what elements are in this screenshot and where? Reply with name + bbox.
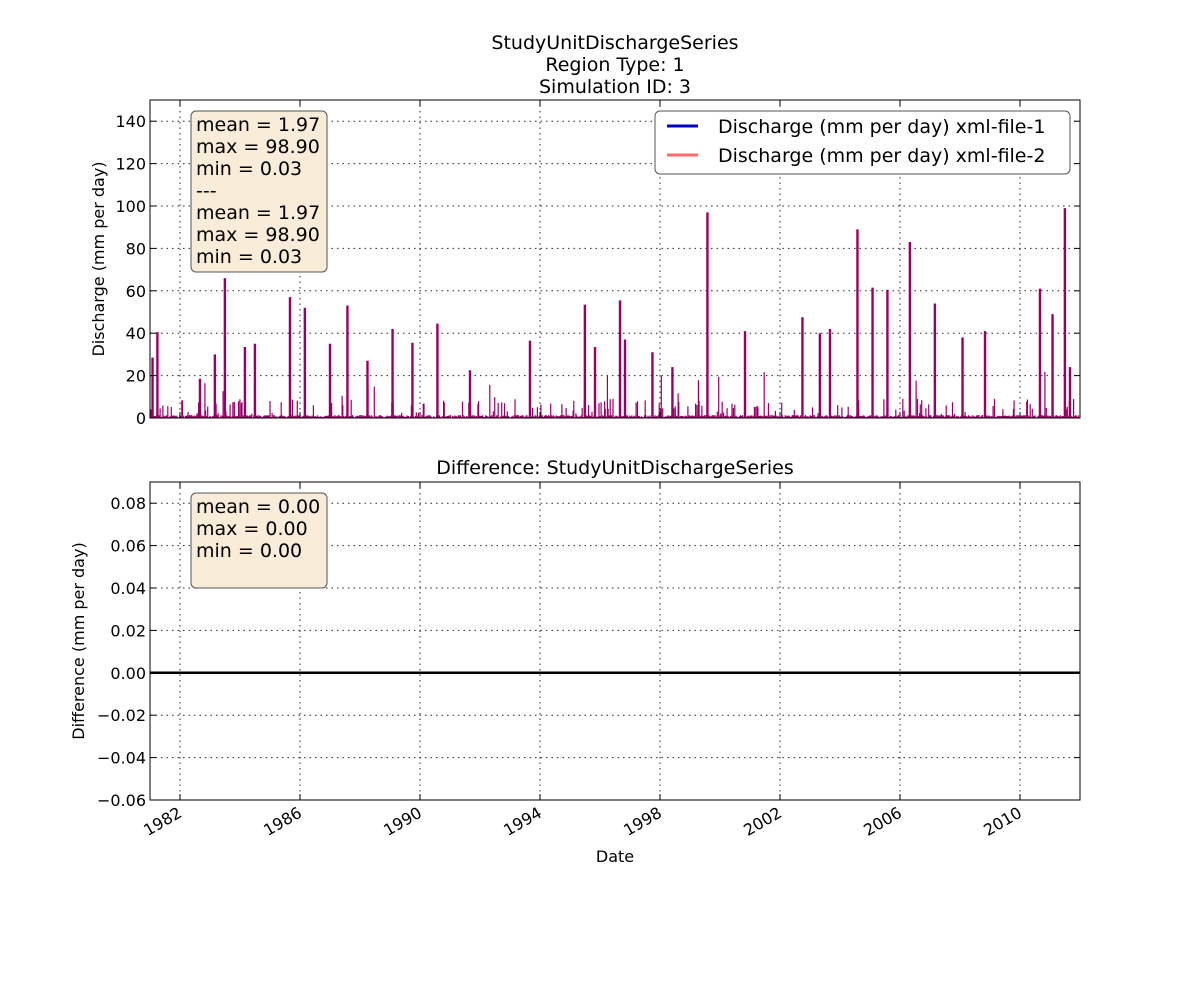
top-title-line-3: Simulation ID: 3 (539, 76, 691, 98)
top-y-tick-label: 40 (126, 324, 146, 343)
legend-box (654, 110, 1071, 175)
bottom-y-tick-label: −0.02 (97, 706, 146, 725)
top-title-line-1: StudyUnitDischargeSeries (491, 32, 738, 54)
top-stats-line-3: min = 0.03 (196, 158, 302, 180)
top-stats-line-6: max = 98.90 (196, 224, 320, 246)
top-y-tick-label: 20 (126, 367, 146, 386)
x-tick-label: 2010 (980, 803, 1025, 840)
top-plot-frame (149, 99, 1081, 419)
x-tick-label: 1998 (620, 803, 665, 840)
bottom-y-tick-label: 0.06 (110, 537, 146, 556)
bottom-plot-area: −0.06 −0.04 −0.02 0.00 0.02 0.04 0.06 0.08 1982… (69, 481, 1081, 840)
top-stats-line-1: mean = 1.97 (196, 114, 320, 136)
bottom-stats-box (190, 492, 328, 589)
top-stats-line-5: mean = 1.97 (196, 202, 320, 224)
top-y-tick-label: 120 (115, 155, 146, 174)
top-stats-line-2: max = 98.90 (196, 136, 320, 158)
x-tick-label: 1994 (500, 803, 545, 840)
bottom-stats-line-1: mean = 0.00 (196, 496, 320, 518)
bottom-y-tick-label: 0.08 (110, 494, 146, 513)
bottom-title: Difference: StudyUnitDischargeSeries (436, 457, 794, 479)
top-y-tick-label: 0 (136, 409, 146, 428)
bottom-y-tick-label: 0.00 (110, 664, 146, 683)
bottom-y-tick-label: 0.04 (110, 579, 146, 598)
top-stats-box (190, 110, 328, 273)
top-plot-area: 0 20 40 60 80 100 120 140 mean = 1.97 max = 98.… (89, 99, 1081, 428)
x-tick-label: 2006 (860, 803, 905, 840)
legend-label-2: Discharge (mm per day) xml-file-2 (718, 145, 1045, 167)
top-y-tick-label: 140 (115, 112, 146, 131)
top-y-tick-label: 60 (126, 282, 146, 301)
bottom-y-axis-title: Difference (mm per day) (69, 542, 88, 739)
x-tick-label: 2002 (740, 803, 785, 840)
bottom-stats-line-2: max = 0.00 (196, 518, 308, 540)
top-stats-line-7: min = 0.03 (196, 246, 302, 268)
x-axis-title: Date (596, 847, 634, 866)
top-y-axis-title: Discharge (mm per day) (89, 161, 108, 356)
top-stats-line-4: --- (196, 180, 217, 202)
bottom-y-tick-label: −0.06 (97, 791, 146, 810)
top-y-tick-label: 100 (115, 197, 146, 216)
bottom-plot-frame (149, 481, 1081, 801)
top-title-line-2: Region Type: 1 (545, 54, 684, 76)
bottom-y-tick-label: 0.02 (110, 621, 146, 640)
x-tick-label: 1990 (380, 803, 425, 840)
legend: Discharge (mm per day) xml-file-1 Discha… (654, 110, 1071, 175)
top-y-tick-label: 80 (126, 239, 146, 258)
x-tick-label: 1982 (140, 803, 185, 840)
legend-label-1: Discharge (mm per day) xml-file-1 (718, 116, 1045, 138)
bottom-stats-line-3: min = 0.00 (196, 540, 302, 562)
x-tick-label: 1986 (260, 803, 305, 840)
bottom-y-tick-label: −0.04 (97, 749, 146, 768)
